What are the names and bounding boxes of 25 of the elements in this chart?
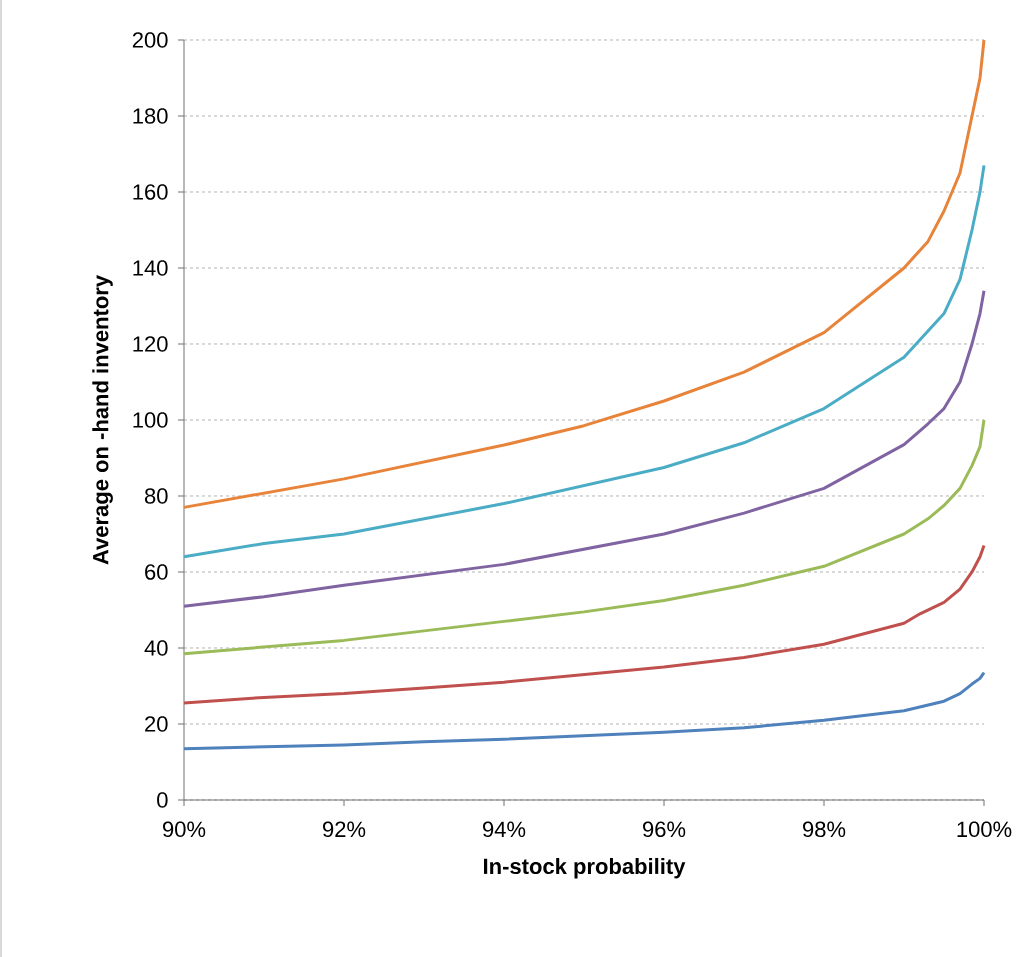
line-series (182, 289, 986, 608)
y-tick-label: 20 (145, 716, 168, 732)
line-series (182, 163, 986, 559)
x-axis-title: In-stock probability (484, 857, 686, 879)
y-axis-title: Average on -hand inventory (92, 275, 113, 565)
y-tick-label: 120 (133, 336, 168, 352)
y-tick-label: 0 (157, 792, 168, 808)
line-series (182, 671, 986, 751)
x-tick-label: 94% (483, 821, 526, 838)
x-tick-label: 92% (323, 821, 366, 838)
x-tick-label: 98% (803, 821, 846, 838)
x-tick-label: 96% (643, 821, 686, 838)
y-tick-label: 60 (145, 564, 168, 580)
y-tick-label: 40 (144, 640, 168, 656)
y-tick-label: 180 (133, 108, 168, 124)
line-series (182, 38, 986, 509)
x-tick-label: 100% (957, 821, 1012, 838)
line-series (182, 543, 986, 705)
y-tick-label: 100 (133, 412, 168, 428)
x-tick-label: 90% (163, 821, 206, 838)
y-tick-label: 160 (133, 184, 168, 200)
line-series (182, 418, 986, 656)
y-tick-label: 200 (132, 32, 168, 48)
y-tick-label: 80 (144, 488, 168, 504)
y-tick-label: 140 (133, 260, 168, 276)
